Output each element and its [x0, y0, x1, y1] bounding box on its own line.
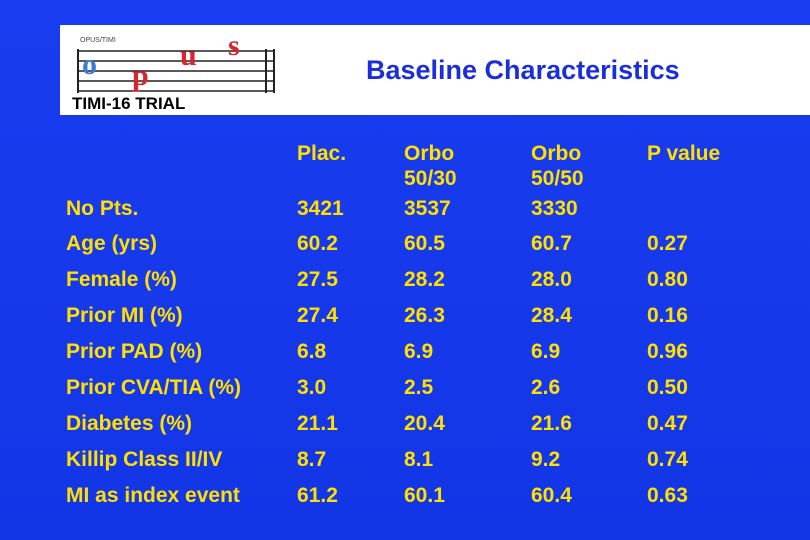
table-cell: 0.27 — [647, 232, 688, 255]
table-cell: 28.4 — [531, 304, 572, 327]
row-label: Prior PAD (%) — [66, 340, 203, 363]
table-cell: 3421 — [297, 197, 344, 220]
row-label: MI as index event — [66, 484, 240, 507]
col-header-p-value: P value — [647, 142, 721, 165]
logo-subtitle: TIMI-16 TRIAL — [72, 94, 185, 113]
logo-small-text: OPUS/TIMI — [80, 37, 116, 44]
table-cell: 6.9 — [404, 340, 434, 363]
table-cell: 20.4 — [404, 412, 445, 435]
col-header-orbo-50-30: Orbo 50/30 — [404, 142, 457, 190]
table-cell: 61.2 — [297, 484, 338, 507]
logo-letter-s: s — [228, 29, 240, 62]
row-label: Killip Class II/IV — [66, 448, 223, 471]
table-cell: 3.0 — [297, 376, 327, 399]
table-cell: 21.1 — [297, 412, 338, 435]
table-cell: 60.2 — [297, 232, 338, 255]
table-cell: 2.6 — [531, 376, 561, 399]
title-banner: OPUS/TIMI o p u s TIMI-16 TRIAL Baseline… — [60, 25, 810, 115]
opus-timi16-logo: OPUS/TIMI o p u s TIMI-16 TRIAL — [60, 25, 285, 115]
row-label: No Pts. — [66, 197, 139, 220]
table-cell: 60.1 — [404, 484, 445, 507]
table-cell: 3537 — [404, 197, 451, 220]
col-header-orbo-50-50: Orbo 50/50 — [531, 142, 584, 190]
table-cell: 8.1 — [404, 448, 434, 471]
logo-letter-p: p — [132, 59, 149, 92]
row-label: Prior MI (%) — [66, 304, 183, 327]
logo-letter-u: u — [180, 39, 197, 72]
table-cell: 0.47 — [647, 412, 688, 435]
row-label: Female (%) — [66, 268, 177, 291]
table-cell: 0.16 — [647, 304, 688, 327]
table-cell: 6.8 — [297, 340, 327, 363]
table-cell: 0.96 — [647, 340, 688, 363]
row-label: Diabetes (%) — [66, 412, 193, 435]
table-cell: 28.2 — [404, 268, 445, 291]
table-cell: 28.0 — [531, 268, 572, 291]
row-label: Age (yrs) — [66, 232, 158, 255]
table-cell: 6.9 — [531, 340, 561, 363]
table-cell: 26.3 — [404, 304, 445, 327]
row-label: Prior CVA/TIA (%) — [66, 376, 242, 399]
table-cell: 3330 — [531, 197, 578, 220]
table-cell: 0.63 — [647, 484, 688, 507]
slide-title: Baseline Characteristics — [366, 55, 680, 85]
table-cell: 0.80 — [647, 268, 688, 291]
table-cell: 60.5 — [404, 232, 445, 255]
table-cell: 2.5 — [404, 376, 434, 399]
table-cell: 8.7 — [297, 448, 327, 471]
table-cell: 9.2 — [531, 448, 561, 471]
table-cell: 27.5 — [297, 268, 338, 291]
logo-letter-o: o — [82, 48, 97, 81]
table-cell: 0.50 — [647, 376, 688, 399]
table-cell: 21.6 — [531, 412, 572, 435]
table-cell: 27.4 — [297, 304, 338, 327]
table-cell: 60.7 — [531, 232, 572, 255]
table-cell: 0.74 — [647, 448, 688, 471]
table-cell: 60.4 — [531, 484, 572, 507]
col-header-placebo: Plac. — [297, 142, 347, 165]
